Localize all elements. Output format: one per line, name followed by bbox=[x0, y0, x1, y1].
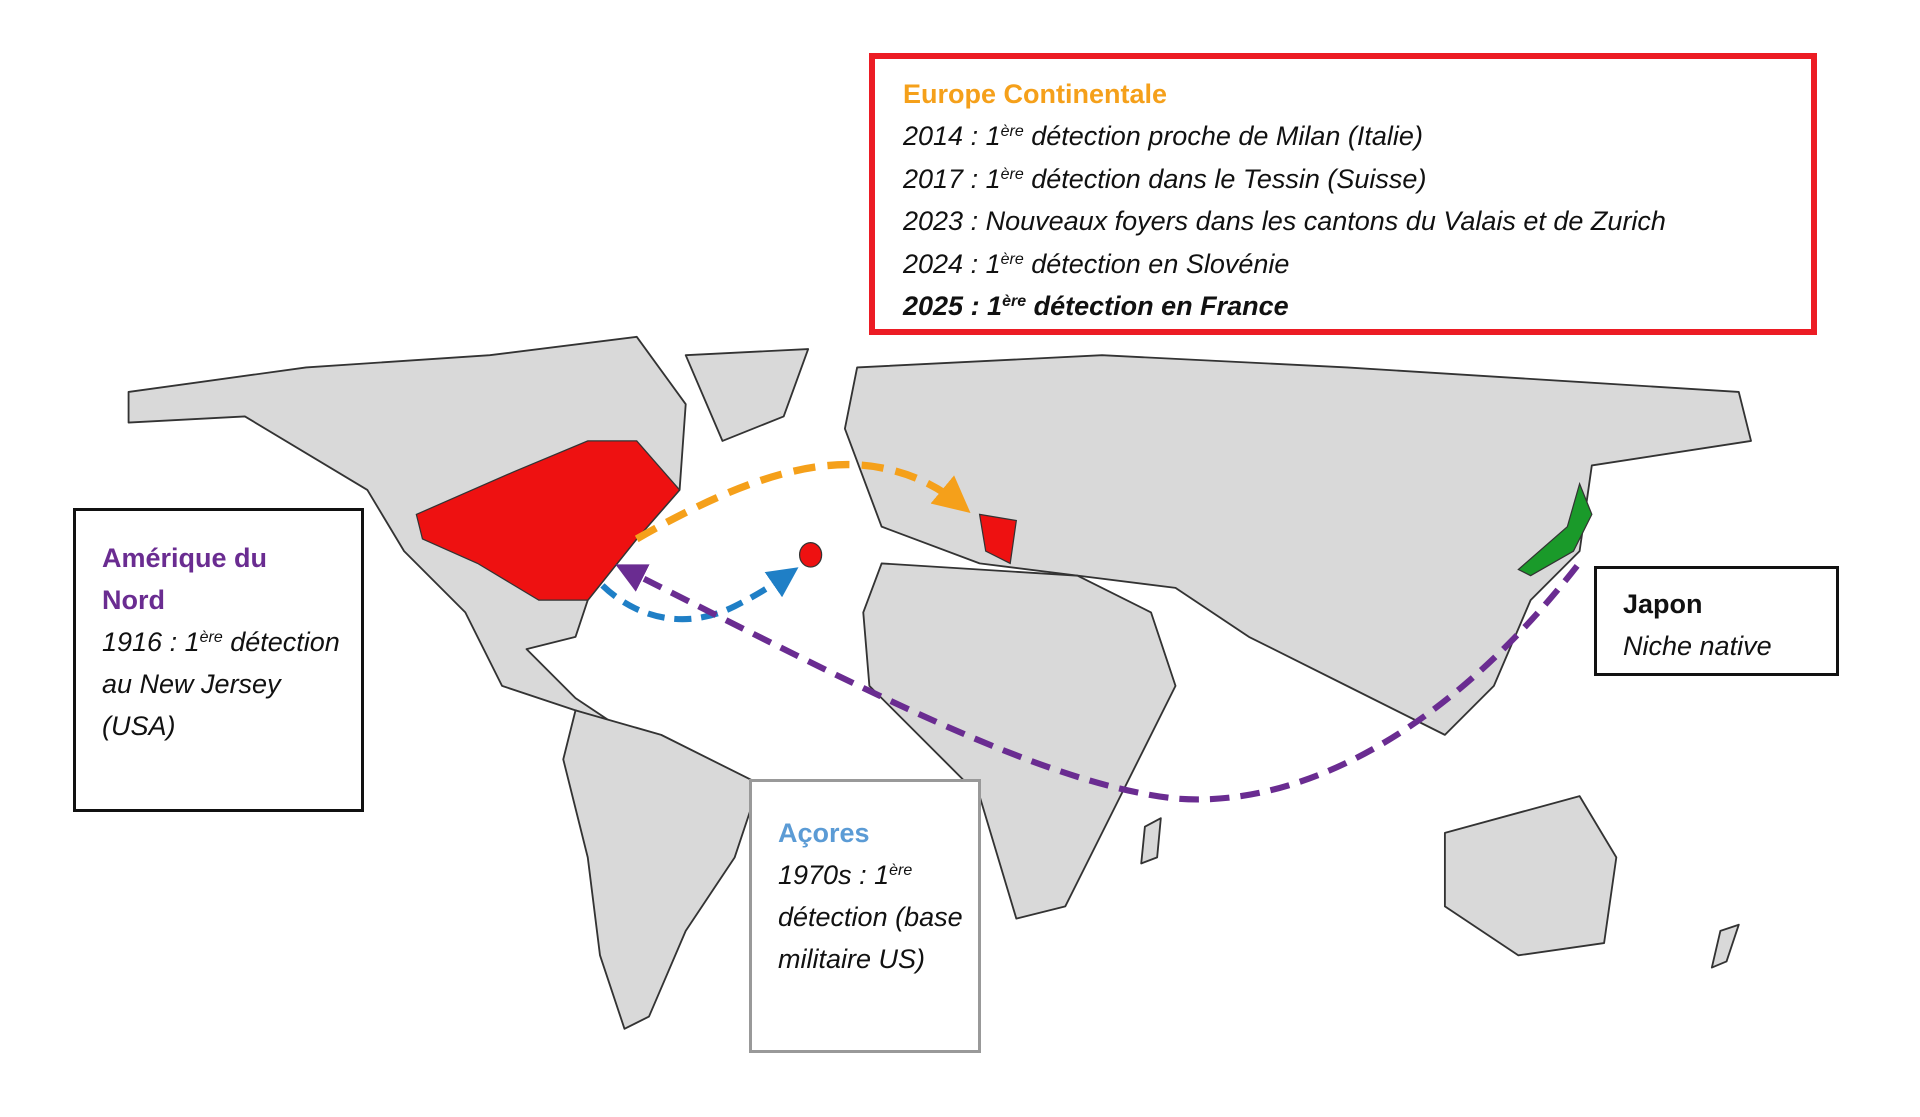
africa bbox=[862, 562, 1177, 920]
azores-marker bbox=[798, 541, 823, 568]
north-america-entry: 1916 : 1ère détection au New Jersey (USA… bbox=[102, 627, 340, 741]
europe-entry-2017: 2017 : 1ère détection dans le Tessin (Su… bbox=[903, 163, 1427, 194]
europe-entry-2023: 2023 : Nouveaux foyers dans les cantons … bbox=[903, 206, 1666, 236]
eurasia bbox=[843, 354, 1752, 736]
australia bbox=[1443, 795, 1618, 957]
infested-italy-region bbox=[978, 513, 1018, 565]
europe-title: Europe Continentale bbox=[903, 79, 1168, 109]
south-america bbox=[562, 709, 761, 1030]
azores-entry: 1970s : 1ère détection (base militaire U… bbox=[778, 860, 963, 974]
europe-info-box: Europe Continentale 2014 : 1ère détectio… bbox=[869, 53, 1817, 335]
japan-info-box: Japon Niche native bbox=[1594, 566, 1839, 676]
azores-title: Açores bbox=[778, 818, 870, 848]
azores-info-box: Açores 1970s : 1ère détection (base mili… bbox=[749, 779, 981, 1053]
japan-title: Japon bbox=[1623, 589, 1703, 619]
europe-entry-2014: 2014 : 1ère détection proche de Milan (I… bbox=[903, 121, 1423, 151]
new-zealand bbox=[1710, 923, 1740, 969]
arrow-america-to-azores bbox=[600, 567, 799, 623]
north-america-title: Amérique du Nord bbox=[102, 543, 268, 615]
japan-text: Niche native bbox=[1623, 631, 1772, 661]
greenland bbox=[684, 348, 810, 442]
arrow-america-to-europe bbox=[634, 461, 971, 543]
north-america-info-box: Amérique du Nord 1916 : 1ère détection a… bbox=[73, 508, 364, 812]
arrow-japan-to-america bbox=[615, 563, 1580, 803]
north-america bbox=[127, 335, 687, 724]
madagascar bbox=[1140, 817, 1162, 865]
europe-entry-2024: 2024 : 1ère détection en Slovénie bbox=[903, 248, 1290, 279]
native-japan-region bbox=[1517, 481, 1593, 577]
europe-entry-2025: 2025 : 1ère détection en France bbox=[903, 291, 1289, 321]
